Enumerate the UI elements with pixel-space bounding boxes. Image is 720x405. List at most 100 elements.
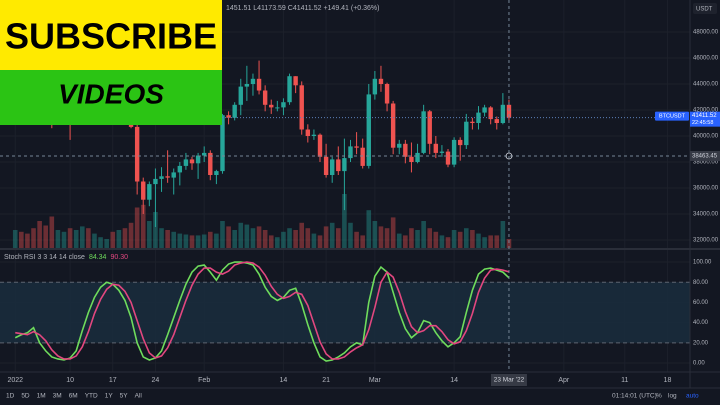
volume-bar: [55, 230, 61, 248]
volume-bar: [25, 233, 30, 248]
candle-body: [336, 159, 341, 172]
candle-body: [269, 104, 274, 108]
volume-bar: [500, 221, 506, 248]
y-tick-label: 34000.00: [693, 212, 719, 218]
y-tick-label: 0.00: [693, 361, 705, 367]
candle-body: [439, 151, 445, 153]
volume-bar: [366, 210, 372, 248]
scale-option[interactable]: auto: [686, 393, 699, 400]
candle-body: [293, 76, 298, 86]
range-button[interactable]: 3M: [53, 393, 62, 400]
currency-label[interactable]: USDT: [696, 7, 713, 13]
candle-body: [201, 152, 207, 156]
volume-bar: [390, 217, 396, 248]
y-tick-label: 32000.00: [693, 238, 719, 244]
candle-body: [159, 176, 164, 179]
range-button[interactable]: 5Y: [120, 393, 129, 400]
candle-body: [403, 143, 408, 157]
candle-body: [458, 139, 463, 146]
volume-bar: [147, 221, 152, 248]
candle-body: [171, 172, 176, 178]
volume-bar: [354, 231, 359, 248]
x-tick-label: Mar: [369, 377, 382, 384]
volume-bar: [384, 228, 390, 248]
volume-bar: [122, 228, 128, 248]
candle-body: [329, 159, 335, 176]
candle-body: [427, 111, 432, 144]
range-button[interactable]: 5D: [21, 393, 30, 400]
volume-bar: [12, 230, 18, 248]
volume-bar: [79, 226, 85, 248]
volume-bar: [445, 237, 451, 248]
y-tick-label: 44000.00: [693, 82, 719, 88]
x-tick-label: Apr: [558, 377, 570, 384]
volume-bar: [299, 222, 305, 248]
candle-body: [214, 171, 219, 176]
y-tick-label: 80.00: [693, 280, 709, 286]
x-tick-label: 17: [109, 377, 117, 384]
volume-bar: [433, 231, 439, 248]
candle-body: [384, 84, 390, 104]
volume-bar: [183, 234, 189, 248]
volume-bar: [396, 233, 402, 248]
volume-bar: [268, 235, 274, 248]
volume-bar: [403, 235, 408, 248]
volume-bar: [49, 216, 55, 248]
plot-area: 2022 10 17 24 Feb 14 21 Mar 14 Apr 11 18 32000.00 340…: [0, 29, 719, 384]
currency-button[interactable]: [693, 3, 717, 14]
range-button[interactable]: 6M: [69, 393, 78, 400]
crosshair-price-tag: [690, 150, 720, 161]
volume-bar: [378, 226, 384, 248]
range-button[interactable]: All: [135, 393, 143, 400]
volume-bar: [37, 221, 42, 248]
candle-body: [232, 104, 237, 118]
y-tick-label: 20.00: [693, 340, 709, 346]
candle-body: [256, 78, 262, 91]
volume-bar: [421, 221, 426, 248]
candle-body: [470, 121, 475, 124]
candle-body: [488, 107, 493, 120]
candle-body: [378, 78, 384, 85]
volume-bar: [195, 235, 201, 248]
candle-body: [348, 146, 353, 159]
range-button[interactable]: 1M: [37, 393, 46, 400]
candle-body: [390, 103, 396, 148]
range-button[interactable]: 1D: [6, 393, 15, 400]
volume-bar: [451, 230, 457, 248]
volume-bar: [457, 231, 463, 248]
candle-body: [305, 129, 311, 137]
volume-bar: [110, 231, 116, 248]
candle-body: [189, 159, 195, 164]
volume-bar: [281, 231, 286, 248]
y-tick-label: 40.00: [693, 320, 709, 326]
candle-body: [421, 111, 426, 153]
crosshair-center: [505, 152, 513, 160]
volume-bar: [311, 233, 317, 248]
volume-bar: [323, 226, 329, 248]
range-button[interactable]: YTD: [85, 393, 98, 400]
volume-bar: [165, 230, 170, 248]
candle-body: [311, 134, 317, 137]
volume-bar: [226, 226, 231, 248]
volume-bar: [189, 235, 195, 248]
volume-bar: [342, 194, 347, 248]
x-tick-label: Feb: [198, 377, 210, 384]
candle-body: [177, 165, 183, 173]
range-button[interactable]: 1Y: [105, 393, 114, 400]
x-tick-label: 10: [66, 377, 74, 384]
volume-bar: [293, 230, 298, 248]
scale-option[interactable]: log: [668, 393, 677, 400]
volume-bar: [214, 233, 219, 248]
volume-bar: [415, 230, 420, 248]
crosshair-time-label: 23 Mar '22: [494, 377, 525, 384]
candle-body: [372, 78, 378, 95]
candle-body: [409, 156, 414, 163]
volume-bar: [409, 228, 414, 248]
volume-bar: [177, 233, 183, 248]
candle-body: [415, 152, 420, 163]
volume-bar: [140, 204, 146, 248]
scale-option[interactable]: %: [656, 393, 662, 400]
x-tick-label: 2022: [7, 377, 23, 384]
volume-bar: [427, 228, 433, 248]
candle-body: [299, 85, 304, 130]
